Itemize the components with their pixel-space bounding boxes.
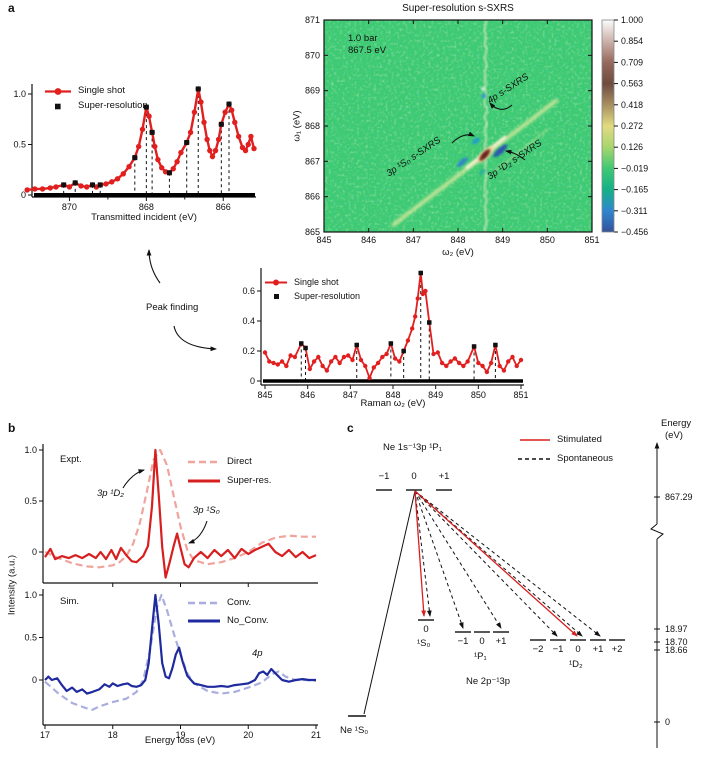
tick-label: 0.854 <box>621 36 643 46</box>
tick-label: 847 <box>406 235 421 245</box>
tick-label: 849 <box>495 235 510 245</box>
tick-label: 0.272 <box>621 121 643 131</box>
tick-label: 866 <box>305 192 320 202</box>
tick-label: 871 <box>305 15 320 25</box>
incident-spectrum-chart: 870 868 866 0 0.5 1.0 <box>13 84 257 212</box>
tick-label: 18.70 <box>665 637 688 647</box>
tick-label: 845 <box>316 235 331 245</box>
tick-label: 1.0 <box>13 89 26 99</box>
expt-s0-arrow <box>188 520 208 544</box>
tick-label: 21 <box>311 730 321 740</box>
tick-label: 0 <box>250 376 255 386</box>
tick-label: 865 <box>305 227 320 237</box>
tick-label: +1 <box>439 471 450 482</box>
tick-label: 870 <box>62 202 77 212</box>
tick-label: −0.019 <box>621 163 648 173</box>
tick-label: 0 <box>21 190 26 200</box>
tick-label: 0.709 <box>621 57 643 67</box>
expt-chart: 0 0.5 1.0 <box>24 444 318 587</box>
tick-label: 851 <box>513 390 528 400</box>
peak-finding-up-arrow <box>146 249 161 284</box>
tick-label: 0 <box>575 644 580 655</box>
raman-spectrum-chart: 845 846 847 848 849 850 851 0 0.2 0.4 0.6 <box>242 268 529 400</box>
annotation-arrows <box>122 102 526 544</box>
tick-label: −0.456 <box>621 227 648 237</box>
tick-label: 846 <box>300 390 315 400</box>
expt-d2-arrow <box>122 469 145 489</box>
tick-label: 1.000 <box>621 15 643 25</box>
tick-label: 18 <box>108 730 118 740</box>
tick-label: 0.5 <box>24 633 37 643</box>
tick-label: 1.0 <box>24 590 37 600</box>
tick-label: 870 <box>305 50 320 60</box>
heatmap-d2-arrow <box>505 149 526 161</box>
tick-label: 867.29 <box>665 492 693 502</box>
tick-label: +1 <box>593 644 604 655</box>
tick-label: 0.6 <box>242 286 255 296</box>
tick-label: 847 <box>343 390 358 400</box>
tick-label: −2 <box>533 644 544 655</box>
tick-label: 0 <box>665 717 670 727</box>
tick-label: −0.311 <box>621 206 648 216</box>
tick-label: 868 <box>305 121 320 131</box>
tick-label: 0 <box>423 624 428 635</box>
tick-label: 1.0 <box>24 445 37 455</box>
tick-label: 845 <box>257 390 272 400</box>
tick-label: 0.418 <box>621 100 643 110</box>
tick-label: 0 <box>411 471 416 482</box>
tick-label: 0.5 <box>13 140 26 150</box>
tick-label: 18.66 <box>665 645 688 655</box>
tick-label: −1 <box>458 636 469 647</box>
tick-label: 849 <box>428 390 443 400</box>
heatmap-s0-arrow <box>451 131 475 144</box>
tick-label: 0.2 <box>242 346 255 356</box>
tick-label: 0 <box>32 547 37 557</box>
tick-label: 0.126 <box>621 142 643 152</box>
tick-label: 850 <box>540 235 555 245</box>
tick-label: −1 <box>379 471 390 482</box>
tick-label: 0 <box>32 675 37 685</box>
tick-label: 0.563 <box>621 79 643 89</box>
tick-label: 868 <box>139 202 154 212</box>
tick-label: 0.5 <box>24 496 37 506</box>
tick-label: 0.4 <box>242 316 255 326</box>
tick-label: 17 <box>40 730 50 740</box>
energy-level-diagram: −1 0 +1 0 −1 0 +1 −2 −1 0 +1 +2 867.29 18.97 18.7018.6… <box>348 442 693 748</box>
sim-chart: 17 18 19 20 21 0 0.5 1.0 <box>24 589 321 740</box>
tick-label: 19 <box>175 730 185 740</box>
tick-label: 848 <box>385 390 400 400</box>
tick-label: 867 <box>305 156 320 166</box>
tick-label: 866 <box>216 202 231 212</box>
tick-label: 850 <box>471 390 486 400</box>
tick-label: 846 <box>361 235 376 245</box>
peak-finding-down-arrow <box>173 325 217 352</box>
tick-label: −0.165 <box>621 185 648 195</box>
tick-label: 18.97 <box>665 624 688 634</box>
tick-label: +1 <box>496 636 507 647</box>
tick-label: 0 <box>479 636 484 647</box>
tick-label: 20 <box>243 730 253 740</box>
sxrs-heatmap: 845 846 847 848 849 850 851 865 866 867 868 869 870 8… <box>305 15 648 245</box>
tick-label: −1 <box>553 644 564 655</box>
tick-label: +2 <box>612 644 623 655</box>
tick-label: 851 <box>584 235 599 245</box>
heatmap-4p-arrow <box>489 102 513 110</box>
tick-label: 869 <box>305 86 320 96</box>
tick-label: 848 <box>450 235 465 245</box>
